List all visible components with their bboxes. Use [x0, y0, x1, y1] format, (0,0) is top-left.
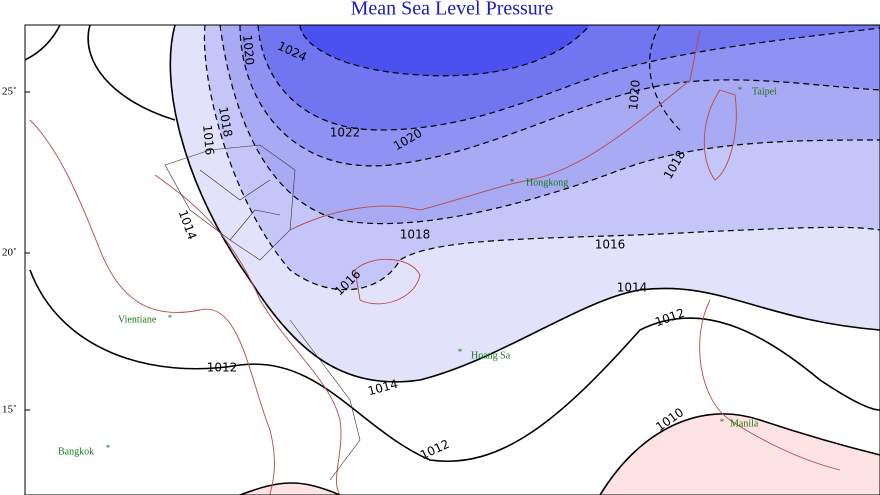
latitude-label: 25˚: [2, 86, 17, 98]
city-marker: *: [738, 85, 743, 95]
city-marker: *: [106, 443, 111, 453]
coastlines: [29, 29, 841, 495]
latitude-label: 20˚: [2, 247, 17, 259]
isobar-label: 1020: [626, 79, 643, 111]
fill-1010: [600, 413, 880, 495]
provinces: [164, 144, 361, 481]
isobar-label: 1016: [595, 238, 626, 252]
city-marker: *: [168, 313, 173, 323]
title: Mean Sea Level Pressure: [351, 0, 554, 20]
isobar-label: 1016: [200, 124, 217, 156]
city-label: Taipei: [752, 86, 777, 97]
pressure-fills: [25, 25, 880, 495]
latitude-label: 15˚: [2, 404, 17, 416]
isobar-label: 1014: [617, 281, 648, 295]
isobar-label: 1012: [207, 361, 238, 375]
solid-isobars: [24, 24, 880, 495]
city-marker: *: [720, 417, 725, 427]
isobar-label: 1022: [330, 126, 361, 140]
frame: [24, 24, 880, 495]
isobar-label: 1018: [216, 106, 235, 139]
city-label: Manila: [730, 418, 759, 429]
isobar-label: 1018: [400, 228, 431, 242]
city-marker: *: [510, 177, 515, 187]
city-label: Hoang Sa: [471, 350, 511, 361]
fill-1024: [300, 25, 590, 76]
isobar-label: 1020: [240, 34, 257, 66]
city-label: Hongkong: [526, 177, 568, 188]
fill-low: [240, 482, 340, 495]
city-label: Bangkok: [58, 446, 94, 457]
city-marker: *: [458, 347, 463, 357]
city-label: Vientiane: [118, 314, 157, 325]
